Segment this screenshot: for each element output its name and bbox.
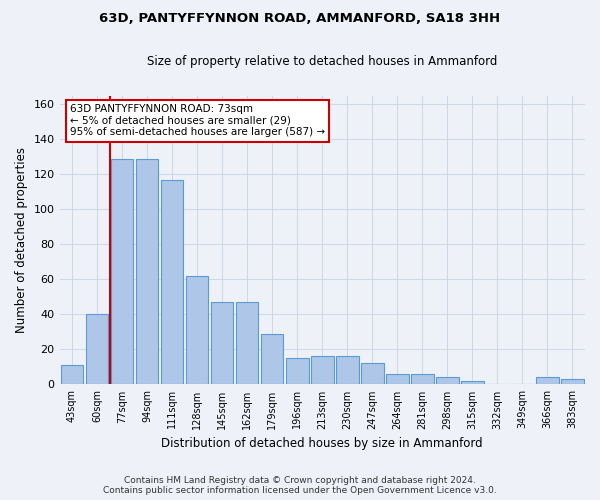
Bar [311,356,334,384]
Y-axis label: Number of detached properties: Number of detached properties [15,147,28,333]
Bar [236,302,259,384]
Bar [436,378,458,384]
Bar [61,365,83,384]
Bar [211,302,233,384]
Text: 63D PANTYFFYNNON ROAD: 73sqm
← 5% of detached houses are smaller (29)
95% of sem: 63D PANTYFFYNNON ROAD: 73sqm ← 5% of det… [70,104,325,138]
Text: 63D, PANTYFFYNNON ROAD, AMMANFORD, SA18 3HH: 63D, PANTYFFYNNON ROAD, AMMANFORD, SA18 … [100,12,500,26]
Bar [111,158,133,384]
Bar [261,334,283,384]
Bar [361,364,383,384]
Bar [161,180,184,384]
Bar [136,158,158,384]
Bar [86,314,109,384]
Bar [536,378,559,384]
Title: Size of property relative to detached houses in Ammanford: Size of property relative to detached ho… [147,55,497,68]
Bar [561,379,584,384]
Bar [386,374,409,384]
Bar [186,276,208,384]
Bar [461,381,484,384]
Bar [336,356,359,384]
Bar [286,358,308,384]
X-axis label: Distribution of detached houses by size in Ammanford: Distribution of detached houses by size … [161,437,483,450]
Bar [411,374,434,384]
Text: Contains HM Land Registry data © Crown copyright and database right 2024.
Contai: Contains HM Land Registry data © Crown c… [103,476,497,495]
